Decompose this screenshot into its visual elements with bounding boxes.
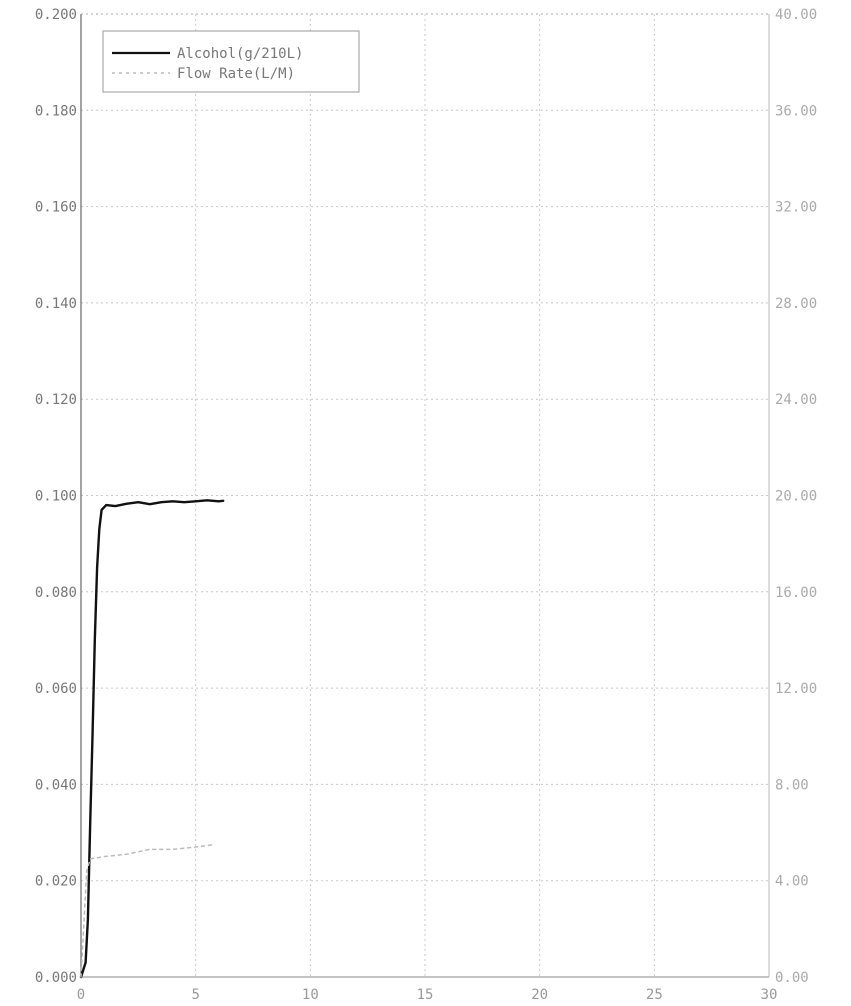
x-tick-label: 20 xyxy=(531,987,548,1003)
legend: Alcohol(g/210L) Flow Rate(L/M) xyxy=(102,30,360,93)
right-y-tick-label: 24.00 xyxy=(775,392,817,408)
legend-label-alcohol: Alcohol(g/210L) xyxy=(177,46,303,62)
right-y-tick-label: 8.00 xyxy=(775,777,809,793)
right-y-tick-label: 20.00 xyxy=(775,489,817,505)
left-y-tick-label: 0.120 xyxy=(35,392,77,408)
left-y-tick-label: 0.160 xyxy=(35,200,77,216)
left-y-tick-label: 0.140 xyxy=(35,296,77,312)
right-y-tick-label: 4.00 xyxy=(775,874,809,890)
left-y-tick-label: 0.100 xyxy=(35,489,77,505)
axes xyxy=(80,13,770,978)
x-tick-label: 5 xyxy=(191,987,199,1003)
series-line-alcohol xyxy=(79,499,225,979)
left-y-tick-label: 0.060 xyxy=(35,681,77,697)
left-y-tick-label: 0.200 xyxy=(35,7,77,23)
right-y-tick-label: 12.00 xyxy=(775,681,817,697)
left-y-tick-label: 0.080 xyxy=(35,585,77,601)
x-tick-label: 10 xyxy=(302,987,319,1003)
x-tick-label: 0 xyxy=(77,987,85,1003)
grid xyxy=(81,14,769,977)
right-y-tick-label: 28.00 xyxy=(775,296,817,312)
x-tick-label: 30 xyxy=(761,987,778,1003)
right-y-tick-label: 36.00 xyxy=(775,103,817,119)
left-y-tick-label: 0.020 xyxy=(35,874,77,890)
left-y-tick-label: 0.040 xyxy=(35,777,77,793)
right-y-tick-label: 0.00 xyxy=(775,970,809,986)
x-tick-label: 15 xyxy=(417,987,434,1003)
left-y-tick-label: 0.000 xyxy=(35,970,77,986)
legend-label-flow-rate: Flow Rate(L/M) xyxy=(177,66,295,82)
legend-box xyxy=(102,30,360,93)
series-line-flow-rate xyxy=(80,843,215,978)
series-lines xyxy=(79,499,225,979)
right-y-tick-label: 16.00 xyxy=(775,585,817,601)
right-y-tick-label: 40.00 xyxy=(775,7,817,23)
tick-labels: 0 5 10 15 20 25 30 0.000 0.020 0.040 0.060 0.080 0.1… xyxy=(35,7,817,1003)
x-tick-label: 25 xyxy=(646,987,663,1003)
right-y-tick-label: 32.00 xyxy=(775,200,817,216)
left-y-tick-label: 0.180 xyxy=(35,103,77,119)
